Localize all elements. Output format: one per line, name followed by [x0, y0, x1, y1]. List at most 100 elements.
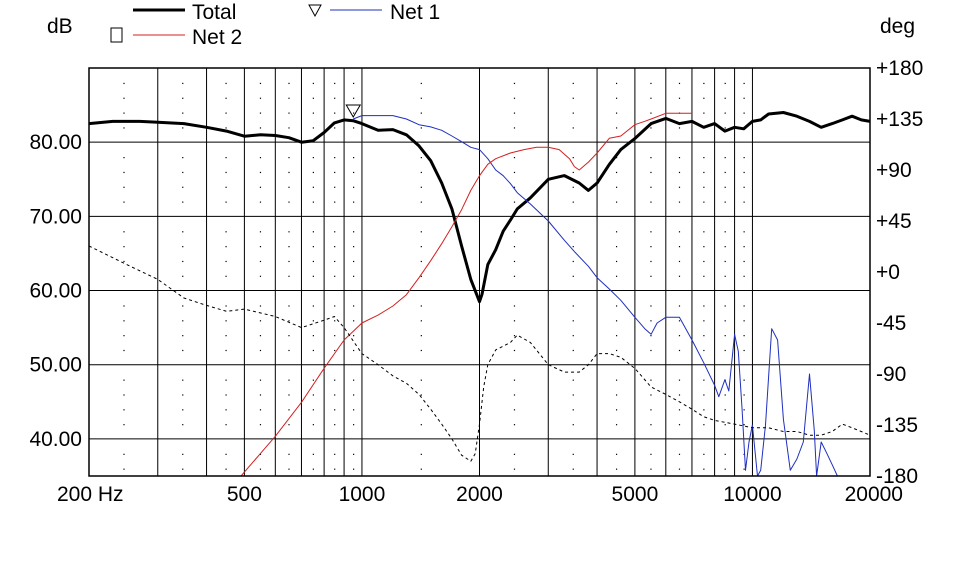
- grid-dot: [703, 97, 705, 99]
- grid-dot: [312, 305, 314, 307]
- legend-label-net-1: Net 1: [390, 1, 440, 24]
- grid-dot: [650, 424, 652, 426]
- grid-dot: [182, 171, 184, 174]
- grid-dot: [225, 127, 227, 129]
- grid-dot: [724, 305, 726, 307]
- grid-dot: [420, 453, 422, 455]
- grid-dot: [288, 275, 290, 277]
- grid-dot: [353, 231, 355, 233]
- grid-dot: [703, 171, 705, 174]
- grid-dot: [650, 305, 652, 307]
- grid-dot: [743, 320, 745, 322]
- grid-dot: [572, 335, 574, 337]
- grid-dot: [182, 112, 184, 114]
- right-tick-label: +45: [876, 210, 912, 233]
- grid-dot: [312, 157, 314, 159]
- grid-dot: [615, 320, 618, 322]
- grid-dot: [420, 112, 422, 114]
- grid-dot: [225, 201, 227, 203]
- grid-dot: [288, 82, 290, 85]
- grid-dot: [678, 171, 681, 174]
- grid-dot: [123, 453, 125, 455]
- grid-dot: [513, 231, 516, 233]
- grid-dot: [123, 409, 125, 411]
- grid-dot: [615, 275, 618, 277]
- grid-dot: [288, 320, 290, 322]
- grid-dot: [259, 335, 262, 337]
- grid-dot: [123, 112, 125, 114]
- grid-dot: [615, 201, 618, 203]
- x-tick-label: 200 Hz: [57, 483, 124, 506]
- grid-dot: [650, 468, 652, 470]
- grid-dot: [703, 394, 705, 396]
- grid-dot: [572, 260, 574, 263]
- grid-dot: [182, 201, 184, 203]
- grid-dot: [182, 424, 184, 426]
- grid-dot: [615, 82, 618, 85]
- grid-dot: [353, 453, 355, 455]
- grid-dot: [703, 260, 705, 263]
- grid-dot: [420, 97, 422, 99]
- grid-dot: [615, 246, 618, 248]
- grid-dot: [259, 320, 262, 322]
- grid-dot: [724, 157, 726, 159]
- grid-dot: [225, 246, 227, 248]
- grid-dot: [513, 424, 516, 426]
- grid-dot: [650, 231, 652, 233]
- grid-dot: [288, 468, 290, 470]
- grid-dot: [650, 246, 652, 248]
- grid-dot: [572, 394, 574, 396]
- grid-dot: [288, 409, 290, 411]
- grid-dot: [312, 171, 314, 174]
- grid-dot: [513, 186, 516, 188]
- grid-dot: [123, 201, 125, 203]
- x-axis-tick-labels: 200 Hz 500 1000 2000 5000 10000 20000: [57, 483, 903, 506]
- grid-dot: [420, 186, 422, 188]
- grid-dot: [615, 171, 618, 174]
- grid-dot: [703, 349, 705, 352]
- grid-dot: [650, 157, 652, 159]
- grid-dot: [724, 409, 726, 411]
- grid-dot: [312, 409, 314, 411]
- grid-dot: [334, 186, 336, 188]
- grid-dot: [288, 335, 290, 337]
- grid-dot: [225, 82, 227, 85]
- grid-dot: [288, 394, 290, 396]
- grid-dot: [724, 275, 726, 277]
- left-tick-label: 70.00: [29, 205, 82, 228]
- grid-dot: [724, 112, 726, 114]
- grid-dot: [703, 231, 705, 233]
- grid-dot: [703, 201, 705, 203]
- grid-dot: [123, 246, 125, 248]
- grid-dot: [703, 379, 705, 381]
- grid-dot: [572, 97, 574, 99]
- grid-dot: [513, 349, 516, 352]
- grid-dot: [259, 231, 262, 233]
- grid-dot: [259, 453, 262, 455]
- grid-dot: [572, 409, 574, 411]
- grid-dot: [123, 171, 125, 174]
- grid-dot: [650, 275, 652, 277]
- right-tick-label: +180: [876, 57, 923, 80]
- grid-dot: [420, 468, 422, 470]
- grid-dot: [334, 409, 336, 411]
- grid-dot: [678, 157, 681, 159]
- grid-dot: [225, 171, 227, 174]
- grid-dot: [420, 82, 422, 85]
- grid-dot: [312, 201, 314, 203]
- x-tick-label: 5000: [612, 483, 659, 506]
- grid-dot: [678, 453, 681, 455]
- grid-dot: [724, 246, 726, 248]
- grid-dot: [182, 275, 184, 277]
- grid-dot: [123, 424, 125, 426]
- grid-dot: [615, 394, 618, 396]
- grid-dot: [353, 112, 355, 114]
- grid-dot: [678, 82, 681, 85]
- grid-dot: [259, 424, 262, 426]
- grid-dot: [288, 231, 290, 233]
- grid-dot: [513, 335, 516, 337]
- grid-dot: [312, 349, 314, 352]
- grid-dot: [572, 453, 574, 455]
- grid-dot: [678, 246, 681, 248]
